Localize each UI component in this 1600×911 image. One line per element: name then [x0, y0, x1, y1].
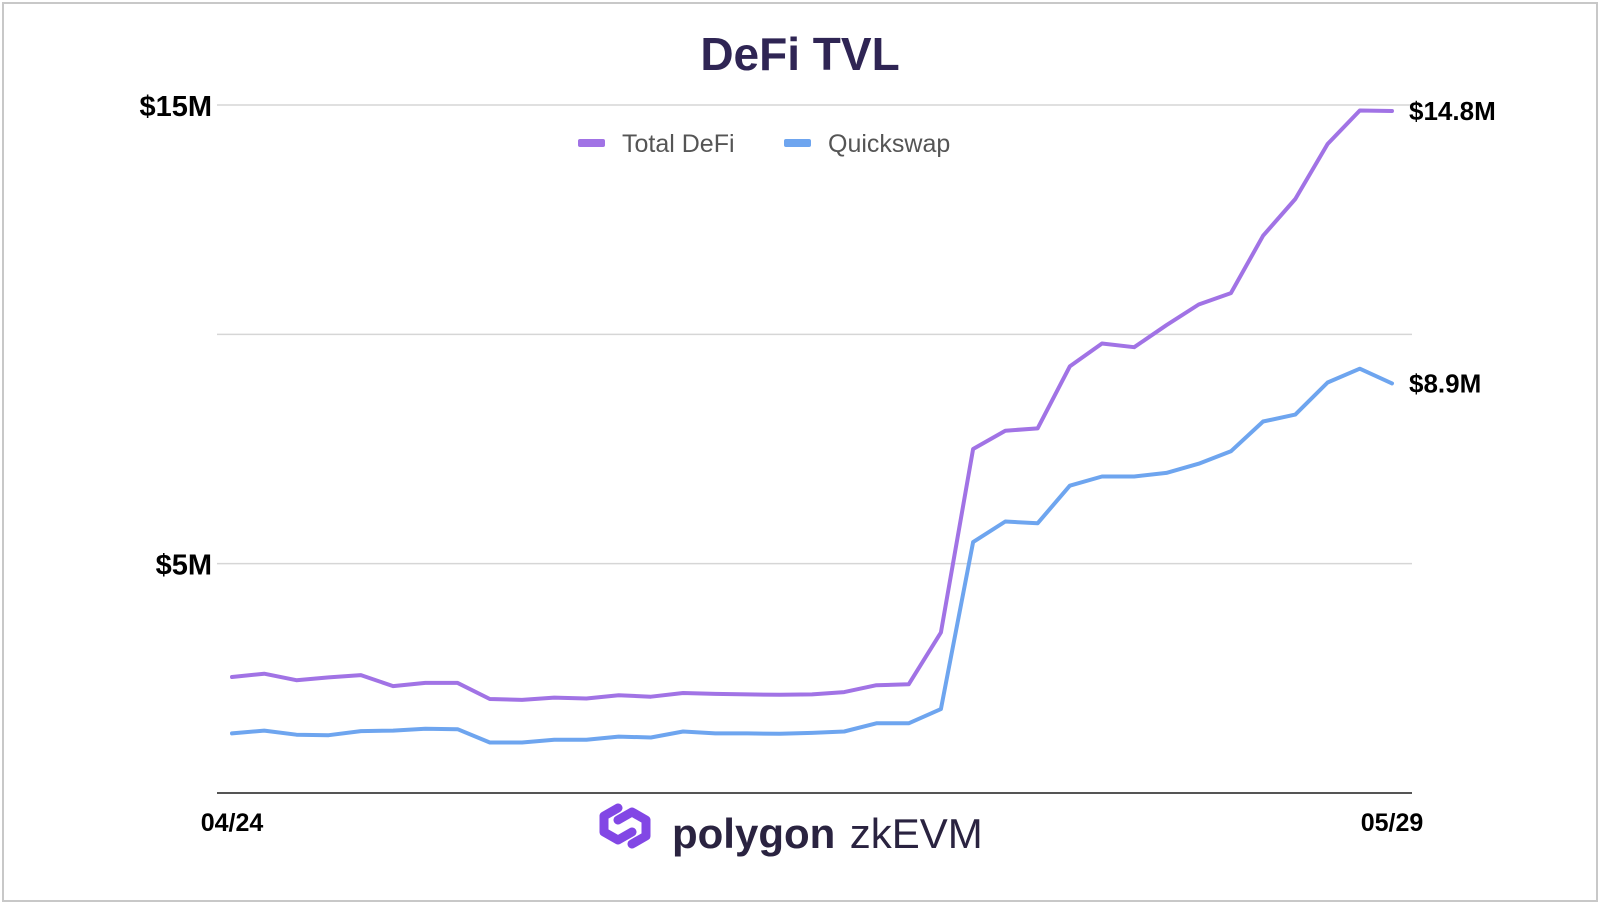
- polygon-logo-icon: [599, 803, 651, 849]
- x-tick-label: 05/29: [1361, 809, 1424, 837]
- series-lines: [230, 108, 1394, 745]
- legend-label: Quickswap: [828, 130, 950, 158]
- y-tick-label: $15M: [139, 91, 212, 123]
- y-tick-label: $5M: [156, 550, 212, 582]
- brand-name-light: zkEVM: [850, 810, 983, 857]
- brand-name-bold: polygon: [672, 810, 835, 857]
- legend-label: Total DeFi: [622, 130, 735, 158]
- legend: Total DeFi Quickswap: [578, 130, 950, 158]
- end-value-labels: $14.8M $8.9M: [1409, 96, 1496, 398]
- chart-title: DeFi TVL: [700, 28, 899, 80]
- end-value-label: $8.9M: [1409, 368, 1481, 398]
- legend-swatch: [578, 139, 605, 147]
- x-axis-labels: 04/24 05/29: [201, 809, 1424, 837]
- brand-wordmark: polygon zkEVM: [672, 810, 983, 857]
- legend-swatch: [784, 139, 811, 147]
- polygon-logo-left-hex: [599, 803, 637, 845]
- gridlines: [217, 104, 1412, 565]
- series-line-total-defi: [230, 108, 1394, 702]
- y-axis-labels: $15M $5M: [139, 91, 212, 582]
- end-value-label: $14.8M: [1409, 96, 1496, 126]
- polygon-logo-right-hex: [613, 807, 651, 849]
- x-tick-label: 04/24: [201, 809, 264, 837]
- series-line-quickswap: [230, 366, 1394, 745]
